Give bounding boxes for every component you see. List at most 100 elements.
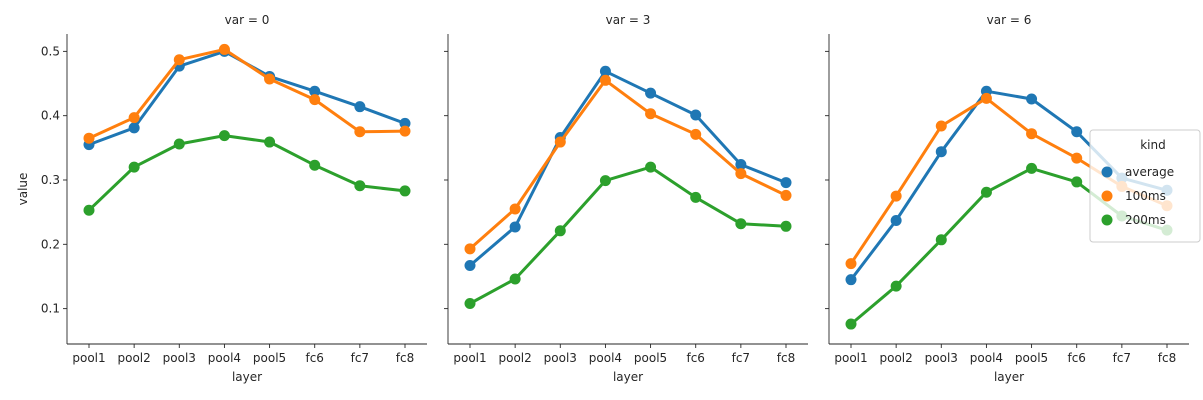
data-point xyxy=(173,54,185,66)
data-point xyxy=(354,126,366,138)
y-axis-label: value xyxy=(16,173,30,206)
data-point xyxy=(599,175,611,187)
data-point xyxy=(509,203,521,215)
data-point xyxy=(890,280,902,292)
x-tick-label: pool1 xyxy=(834,351,867,365)
data-point xyxy=(935,146,947,158)
panel-title: var = 6 xyxy=(987,13,1032,27)
data-point xyxy=(599,65,611,77)
data-point xyxy=(309,159,321,171)
legend-marker xyxy=(1101,214,1113,226)
y-tick-label: 0.5 xyxy=(41,44,60,58)
data-point xyxy=(735,218,747,230)
data-point xyxy=(980,186,992,198)
x-tick-label: fc7 xyxy=(732,351,750,365)
panels: var = 0 0.1 0.2 0.3 0.4 0.5 pool1 pool2 pool3 poo… xyxy=(16,13,1189,384)
data-point xyxy=(1026,162,1038,174)
x-tick-label: pool5 xyxy=(1015,351,1048,365)
x-tick-label: pool5 xyxy=(253,351,286,365)
y-tick-label: 0.1 xyxy=(41,302,60,316)
data-point xyxy=(845,274,857,286)
series-line xyxy=(468,69,788,267)
data-point xyxy=(218,43,230,55)
data-point xyxy=(399,125,411,137)
panel-1: var = 3 pool1 pool2 pool3 pool4 pool5 fc6 fc7 fc… xyxy=(444,13,808,384)
data-point xyxy=(935,120,947,132)
data-point xyxy=(309,94,321,106)
x-axis-label: layer xyxy=(613,370,643,384)
data-point xyxy=(354,101,366,113)
x-tick-label: fc6 xyxy=(1067,351,1085,365)
x-tick-label: pool2 xyxy=(880,351,913,365)
data-point xyxy=(83,132,95,144)
data-point xyxy=(845,318,857,330)
data-point xyxy=(399,185,411,197)
data-point xyxy=(264,136,276,148)
legend-title: kind xyxy=(1140,138,1166,152)
data-point xyxy=(309,85,321,97)
x-tick-label: fc7 xyxy=(351,351,369,365)
series-line xyxy=(87,47,407,140)
x-axis-label: layer xyxy=(994,370,1024,384)
legend-box xyxy=(1089,129,1201,243)
data-point xyxy=(1026,128,1038,140)
x-axis-label: layer xyxy=(232,370,262,384)
x-tick-label: pool3 xyxy=(544,351,577,365)
x-tick-label: fc6 xyxy=(686,351,704,365)
data-point xyxy=(1026,93,1038,105)
data-point xyxy=(128,112,140,124)
data-point xyxy=(645,87,657,99)
data-point xyxy=(554,136,566,148)
x-tick-label: pool1 xyxy=(72,351,105,365)
data-point xyxy=(690,109,702,121)
legend-label: average xyxy=(1125,165,1174,179)
legend: kind average 100ms 200ms xyxy=(1089,129,1201,243)
x-tick-label: pool3 xyxy=(163,351,196,365)
x-tick-label: pool3 xyxy=(925,351,958,365)
data-point xyxy=(645,108,657,120)
x-tick-label: fc7 xyxy=(1113,351,1131,365)
data-point xyxy=(1071,152,1083,164)
data-point xyxy=(509,221,521,233)
data-point xyxy=(509,273,521,285)
data-point xyxy=(354,180,366,192)
series-line xyxy=(468,78,788,251)
data-point xyxy=(173,138,185,150)
legend-marker xyxy=(1101,166,1113,178)
x-tick-label: fc8 xyxy=(777,351,795,365)
x-tick-label: pool2 xyxy=(118,351,151,365)
data-point xyxy=(935,234,947,246)
data-point xyxy=(780,220,792,232)
x-tick-label: fc8 xyxy=(396,351,414,365)
data-point xyxy=(464,297,476,309)
series-200ms xyxy=(83,130,411,216)
data-point xyxy=(128,122,140,134)
x-tick-label: pool5 xyxy=(634,351,667,365)
data-point xyxy=(780,189,792,201)
data-point xyxy=(690,191,702,203)
data-point xyxy=(399,117,411,129)
data-point xyxy=(890,215,902,227)
x-tick-label: fc8 xyxy=(1158,351,1176,365)
data-point xyxy=(845,258,857,270)
x-tick-label: pool4 xyxy=(970,351,1003,365)
series-100ms xyxy=(464,74,792,255)
data-point xyxy=(735,159,747,171)
x-tick-label: pool4 xyxy=(589,351,622,365)
data-point xyxy=(890,190,902,202)
series-100ms xyxy=(83,43,411,144)
data-point xyxy=(780,177,792,189)
legend-label: 100ms xyxy=(1125,189,1166,203)
data-point xyxy=(980,92,992,104)
series-line xyxy=(87,134,407,212)
y-tick-label: 0.3 xyxy=(41,173,60,187)
data-point xyxy=(554,225,566,237)
x-tick-label: pool4 xyxy=(208,351,241,365)
panel-title: var = 0 xyxy=(225,13,270,27)
data-point xyxy=(464,260,476,272)
data-point xyxy=(690,128,702,140)
legend-marker xyxy=(1101,190,1113,202)
x-tick-label: pool2 xyxy=(499,351,532,365)
legend-label: 200ms xyxy=(1125,213,1166,227)
